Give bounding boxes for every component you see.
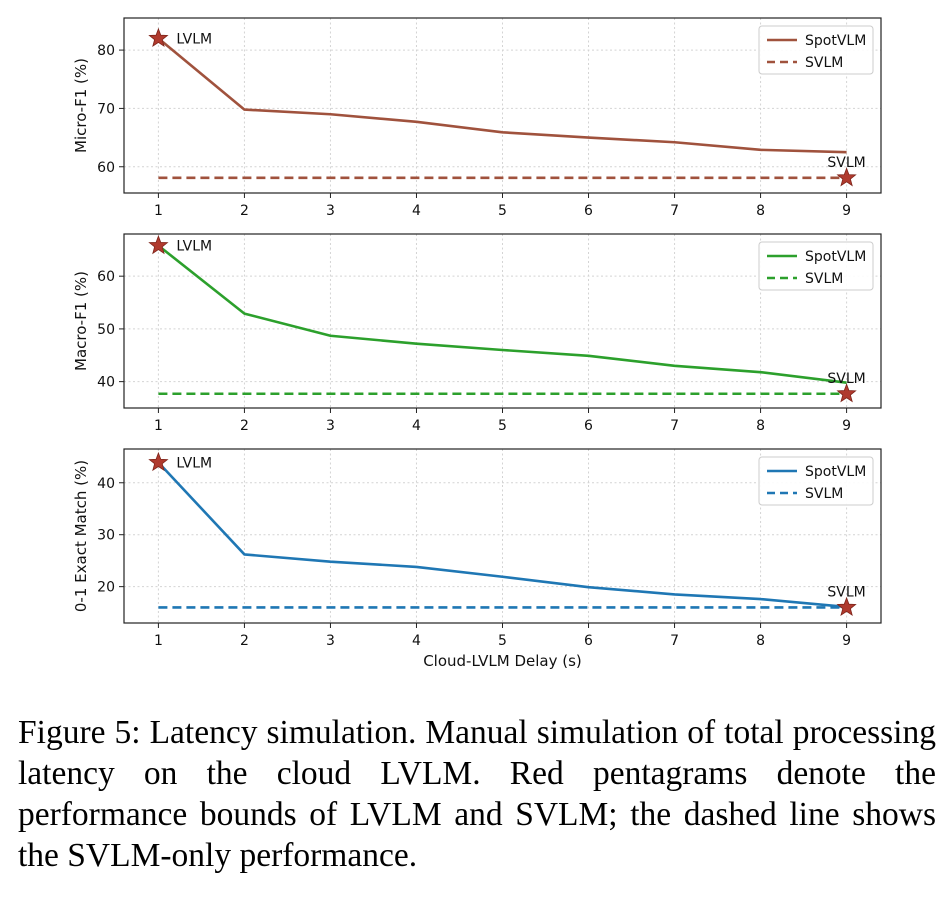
figure-caption: Figure 5: Latency simulation. Manual sim…: [18, 714, 936, 874]
x-tick-label: 9: [842, 633, 851, 649]
x-tick-label: 6: [584, 633, 593, 649]
y-tick-label: 20: [97, 580, 115, 596]
annotation-lvlm: LVLM: [176, 31, 212, 47]
legend-label-svlm: SVLM: [805, 486, 843, 502]
x-tick-label: 5: [498, 633, 507, 649]
latency-charts: LVLM SVLM 1 2 3 4 5 6 7 8 9 60 70 80 Micro-F1 (%) SpotV…: [72, 17, 882, 670]
chart-panel-1: LVLM SVLM 1 2 3 4 5 6 7 8 9 60 70 80 Micro-F1 (%) SpotV…: [72, 17, 882, 219]
annotation-svlm: SVLM: [827, 155, 865, 171]
x-tick-label: 9: [842, 418, 851, 434]
x-tick-label: 2: [240, 418, 249, 434]
y-tick-label: 70: [97, 101, 115, 117]
y-tick-label: 40: [97, 375, 115, 391]
x-tick-label: 4: [412, 418, 421, 434]
legend-label-svlm: SVLM: [805, 271, 843, 287]
marker-star-svlm: [836, 383, 857, 403]
x-tick-label: 1: [154, 418, 163, 434]
legend-label-spotvlm: SpotVLM: [805, 33, 866, 49]
series-line-spotvlm: [157, 244, 847, 384]
x-axis-label: Cloud-LVLM Delay (s): [423, 652, 582, 670]
x-tick-label: 7: [670, 633, 679, 649]
x-tick-label: 6: [584, 418, 593, 434]
x-tick-label: 7: [670, 203, 679, 219]
x-tick-label: 6: [584, 203, 593, 219]
annotation-lvlm: LVLM: [176, 456, 212, 472]
marker-star-svlm: [836, 167, 857, 187]
latency-figure: LVLM SVLM 1 2 3 4 5 6 7 8 9 60 70 80 Micro-F1 (%) SpotV…: [72, 17, 882, 670]
y-tick-label: 50: [97, 322, 115, 338]
legend-label-spotvlm: SpotVLM: [805, 464, 866, 480]
y-tick-label: 40: [97, 476, 115, 492]
x-tick-label: 1: [154, 633, 163, 649]
legend-label-spotvlm: SpotVLM: [805, 249, 866, 265]
x-tick-label: 5: [498, 203, 507, 219]
x-tick-label: 2: [240, 633, 249, 649]
y-tick-label: 30: [97, 528, 115, 544]
x-tick-label: 4: [412, 203, 421, 219]
annotation-svlm: SVLM: [827, 584, 865, 600]
legend: SpotVLM SVLM: [758, 456, 874, 506]
series-line-spotvlm: [157, 37, 847, 154]
x-tick-label: 8: [756, 418, 765, 434]
x-tick-label: 2: [240, 203, 249, 219]
marker-star-lvlm: [148, 234, 169, 255]
annotation-svlm: SVLM: [827, 371, 865, 387]
x-tick-label: 9: [842, 203, 851, 219]
y-axis-label: 0-1 Exact Match (%): [72, 460, 90, 612]
y-tick-label: 80: [97, 43, 115, 59]
x-tick-label: 3: [326, 633, 335, 649]
x-tick-label: 3: [326, 418, 335, 434]
series-line-spotvlm: [157, 461, 847, 609]
chart-panel-2: LVLM SVLM 1 2 3 4 5 6 7 8 9 40 50 60 Macro-F1 (%) SpotV…: [72, 233, 882, 434]
annotation-lvlm: LVLM: [176, 239, 212, 255]
x-tick-label: 1: [154, 203, 163, 219]
legend: SpotVLM SVLM: [758, 25, 874, 75]
x-tick-label: 8: [756, 633, 765, 649]
y-axis-label: Macro-F1 (%): [72, 271, 90, 371]
marker-star-lvlm: [148, 27, 169, 48]
x-tick-label: 4: [412, 633, 421, 649]
marker-star-lvlm: [148, 451, 169, 472]
legend-label-svlm: SVLM: [805, 55, 843, 71]
marker-star-svlm: [836, 596, 857, 617]
x-tick-label: 5: [498, 418, 507, 434]
legend: SpotVLM SVLM: [758, 241, 874, 291]
y-axis-label: Micro-F1 (%): [72, 58, 90, 153]
x-tick-label: 7: [670, 418, 679, 434]
x-tick-label: 3: [326, 203, 335, 219]
y-tick-label: 60: [97, 160, 115, 176]
y-tick-label: 60: [97, 269, 115, 285]
chart-panel-3: LVLM SVLM 1 2 3 4 5 6 7 8 9 20 30 40 0-1 Exact Match (…: [72, 448, 882, 670]
x-tick-label: 8: [756, 203, 765, 219]
